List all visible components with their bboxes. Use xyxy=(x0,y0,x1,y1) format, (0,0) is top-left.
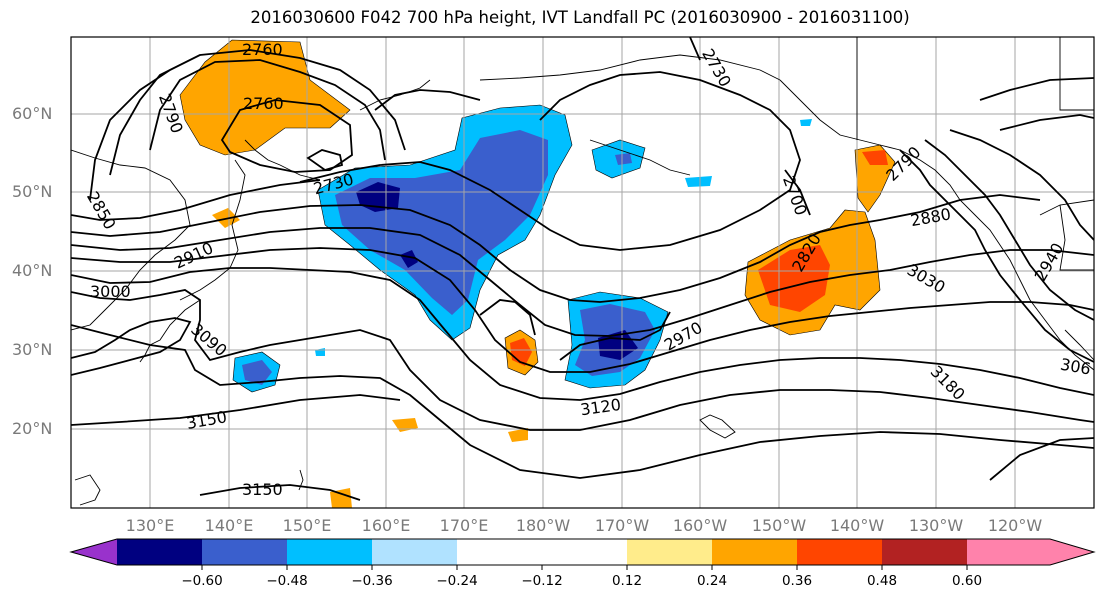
lon-label: 180°W xyxy=(515,516,571,535)
colorbar-tick-label: −0.36 xyxy=(351,573,393,589)
lat-label: 60°N xyxy=(12,104,53,123)
colorbar-tick-label: 0.48 xyxy=(866,573,898,589)
lon-label: 140°W xyxy=(829,516,885,535)
lat-label: 30°N xyxy=(12,340,53,359)
lat-label: 50°N xyxy=(12,182,53,201)
lon-label: 150°W xyxy=(751,516,807,535)
lat-label: 40°N xyxy=(12,261,53,280)
colorbar-tick-label: 0.24 xyxy=(696,573,728,589)
height-contours xyxy=(71,37,1094,501)
contour-label: 3150 xyxy=(242,480,283,499)
colorbar-tick-label: −0.12 xyxy=(521,573,563,589)
lon-label: 160°E xyxy=(361,516,411,535)
colorbar-tick-label: −0.48 xyxy=(266,573,308,589)
colorbar-tick-label: −0.24 xyxy=(436,573,478,589)
lon-label: 170°W xyxy=(594,516,650,535)
lon-label: 170°E xyxy=(439,516,489,535)
lon-label: 130°E xyxy=(125,516,175,535)
colorbar-tick-label: −0.60 xyxy=(181,573,223,589)
lat-label: 20°N xyxy=(12,419,53,438)
ivt-positive-shading xyxy=(179,39,896,508)
contour-label: 2760 xyxy=(242,40,283,59)
colorbar-tick-label: 0.36 xyxy=(781,573,813,589)
contour-label: 2760 xyxy=(243,94,284,113)
lon-label: 140°E xyxy=(204,516,254,535)
colorbar-tick-label: 0.60 xyxy=(951,573,983,589)
map-title: 2016030600 F042 700 hPa height, IVT Land… xyxy=(250,8,910,27)
lon-label: 120°W xyxy=(987,516,1043,535)
contour-label: 3000 xyxy=(90,282,131,301)
map-frame xyxy=(70,36,1095,509)
lon-label: 160°W xyxy=(672,516,728,535)
lon-label: 130°W xyxy=(908,516,964,535)
colorbar-tick-label: 0.12 xyxy=(611,573,643,589)
lon-label: 150°E xyxy=(282,516,332,535)
coastlines xyxy=(71,37,1094,506)
